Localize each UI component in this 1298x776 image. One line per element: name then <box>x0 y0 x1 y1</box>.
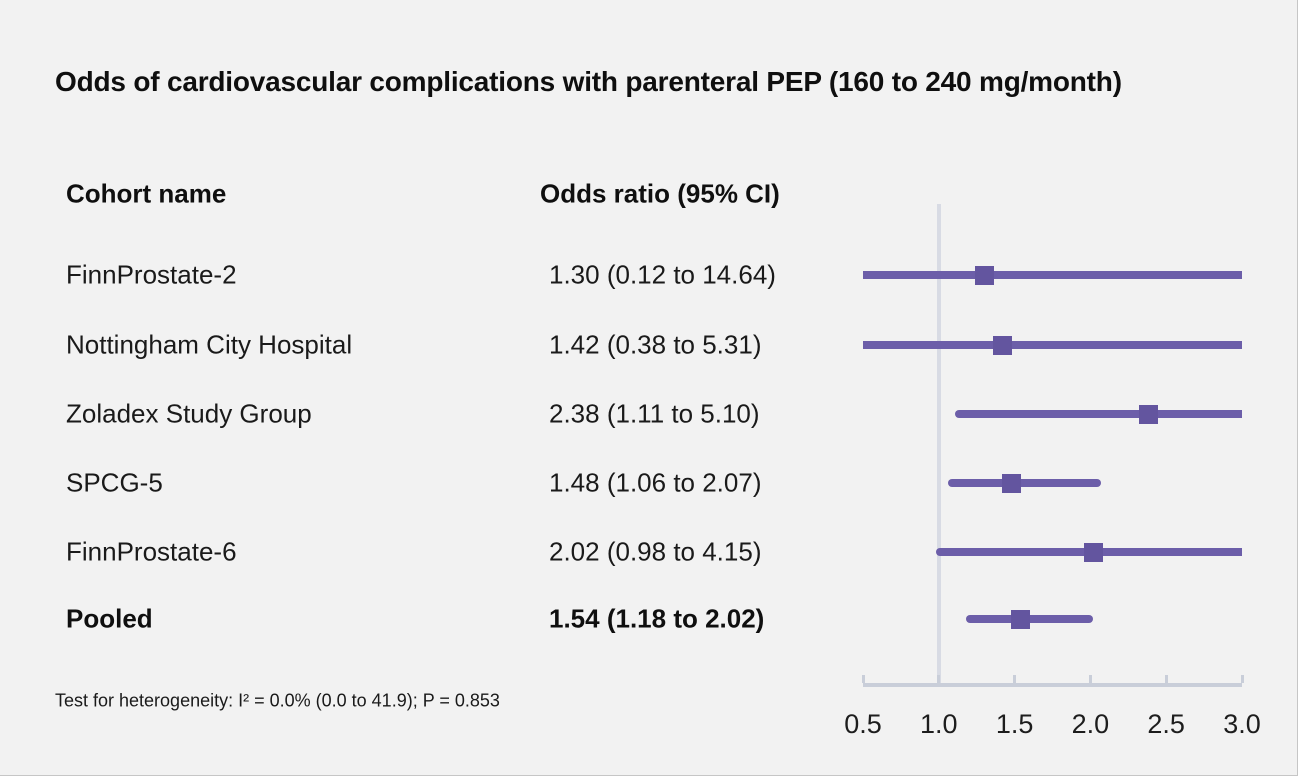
x-axis-tick-label: 1.5 <box>995 709 1034 739</box>
study-odds-ratio-3: 2.38 (1.11 to 5.10) <box>549 398 760 429</box>
study-name-2: Nottingham City Hospital <box>66 329 353 360</box>
x-axis-tick-label: 3.0 <box>1223 709 1261 739</box>
point-estimate-marker-5 <box>1083 542 1103 562</box>
confidence-interval-line-3 <box>955 410 1242 418</box>
confidence-interval-line-1 <box>863 271 1242 279</box>
x-axis-tick <box>861 675 865 683</box>
x-axis-line <box>863 683 1242 687</box>
point-estimate-marker-4 <box>1002 473 1022 493</box>
x-axis-tick <box>1240 675 1244 683</box>
study-name-6: Pooled <box>66 603 153 634</box>
x-axis-tick-label: 0.5 <box>844 709 882 739</box>
x-axis-tick-label: 1.0 <box>920 709 958 739</box>
confidence-interval-line-4 <box>947 479 1101 487</box>
cohort-name-column-header: Cohort name <box>66 178 227 209</box>
x-axis-tick <box>1164 675 1168 683</box>
study-name-5: FinnProstate-6 <box>66 536 237 567</box>
figure-title: Odds of cardiovascular complications wit… <box>55 66 1122 97</box>
reference-line-or-1 <box>936 204 941 687</box>
x-axis-tick-label: 2.5 <box>1147 709 1185 739</box>
x-axis-tick <box>937 675 941 683</box>
point-estimate-marker-3 <box>1138 404 1158 424</box>
study-name-1: FinnProstate-2 <box>66 259 237 290</box>
point-estimate-marker-1 <box>974 265 994 285</box>
study-name-3: Zoladex Study Group <box>66 398 312 429</box>
study-odds-ratio-2: 1.42 (0.38 to 5.31) <box>549 329 762 360</box>
point-estimate-marker-2 <box>992 335 1012 355</box>
odds-ratio-column-header: Odds ratio (95% CI) <box>540 178 780 209</box>
x-axis-tick <box>1013 675 1017 683</box>
study-odds-ratio-5: 2.02 (0.98 to 4.15) <box>549 536 762 567</box>
heterogeneity-footnote: Test for heterogeneity: I² = 0.0% (0.0 t… <box>55 690 500 711</box>
x-axis-tick-label: 2.0 <box>1071 709 1110 739</box>
point-estimate-marker-6 <box>1011 609 1031 629</box>
x-axis-tick <box>1088 675 1092 683</box>
study-name-4: SPCG-5 <box>66 467 163 498</box>
study-odds-ratio-4: 1.48 (1.06 to 2.07) <box>549 467 762 498</box>
study-odds-ratio-6: 1.54 (1.18 to 2.02) <box>549 603 765 634</box>
study-odds-ratio-1: 1.30 (0.12 to 14.64) <box>549 259 776 290</box>
confidence-interval-line-2 <box>863 341 1242 349</box>
